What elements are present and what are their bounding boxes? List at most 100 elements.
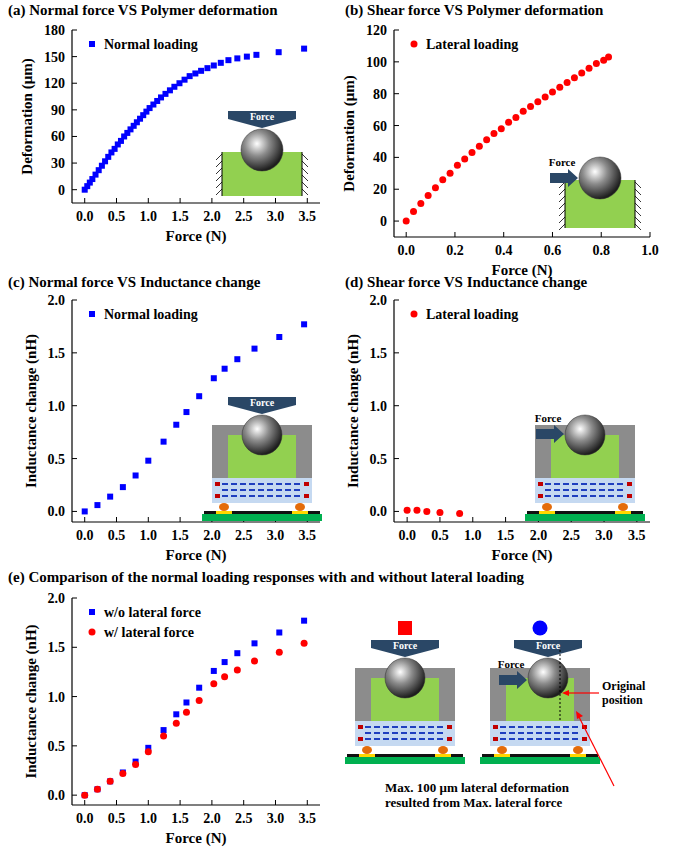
panel: (c) Normal force VS Inductance change0.0… xyxy=(8,274,322,564)
data-point xyxy=(413,507,420,514)
data-point xyxy=(210,680,217,687)
data-point xyxy=(498,125,505,132)
x-tick-label: 2.0 xyxy=(203,811,221,826)
coil xyxy=(365,732,445,734)
pad xyxy=(494,754,510,757)
legend-label: Normal loading xyxy=(104,37,198,52)
wall xyxy=(565,180,566,228)
y-tick-label: 1.0 xyxy=(48,690,66,705)
data-point xyxy=(423,508,430,515)
data-point xyxy=(252,346,258,352)
y-axis-title: Inductance change (nH) xyxy=(345,334,362,488)
x-tick xyxy=(84,517,85,522)
x-tick-label: 0.5 xyxy=(108,209,126,224)
data-point xyxy=(218,60,224,66)
pad xyxy=(615,511,631,514)
y-tick xyxy=(72,136,77,137)
y-tick-label: 2.0 xyxy=(48,591,66,606)
force-label: Force xyxy=(250,397,275,408)
coil xyxy=(222,489,302,491)
x-axis-title: Force (N) xyxy=(166,547,227,564)
x-tick-label: 1.5 xyxy=(171,811,189,826)
force-label: Force xyxy=(536,640,561,651)
via xyxy=(582,737,587,741)
data-point xyxy=(410,208,417,215)
x-tick xyxy=(211,800,212,805)
board xyxy=(345,757,465,764)
x-tick-label: 1.0 xyxy=(140,811,158,826)
x-axis-title: Force (N) xyxy=(166,228,227,245)
data-point xyxy=(432,184,439,191)
data-marks xyxy=(404,507,464,517)
x-tick-label: 0.0 xyxy=(76,811,94,826)
data-point xyxy=(161,727,167,733)
data-point xyxy=(107,494,113,500)
data-point xyxy=(132,761,139,768)
coil xyxy=(545,483,625,485)
pad xyxy=(570,754,586,757)
data-point xyxy=(505,119,512,126)
data-point xyxy=(483,136,490,143)
bump xyxy=(497,746,507,754)
y-axis-title: Deformation (μm) xyxy=(341,75,358,191)
x-tick-label: 1.0 xyxy=(140,528,158,543)
y-tick xyxy=(394,352,399,353)
panel: (b) Shear force VS Polymer deformation 0.… xyxy=(341,2,659,279)
data-point xyxy=(94,502,100,508)
legend-label: w/o lateral force xyxy=(104,605,201,620)
y-tick xyxy=(72,83,77,84)
data-point xyxy=(234,55,240,61)
x-axis xyxy=(72,804,320,805)
y-tick-label: 1.5 xyxy=(48,346,66,361)
ball xyxy=(579,157,621,199)
force-label: Force xyxy=(498,658,525,670)
data-point xyxy=(82,508,88,514)
via xyxy=(215,494,220,498)
x-tick-label: 1.5 xyxy=(171,209,189,224)
y-tick-label: 20 xyxy=(373,182,387,197)
x-tick-label: 0.0 xyxy=(76,209,94,224)
data-point xyxy=(160,733,167,740)
board-layer xyxy=(347,754,463,757)
x-tick-label: 2.0 xyxy=(203,209,221,224)
y-tick xyxy=(394,61,399,62)
y-tick xyxy=(72,352,77,353)
data-point xyxy=(454,162,461,169)
panel-title: (e) Comparison of the normal loading res… xyxy=(8,569,525,586)
via xyxy=(447,725,452,729)
board xyxy=(525,514,645,521)
y-tick xyxy=(72,458,77,459)
x-tick-label: 0.4 xyxy=(495,243,513,258)
ball xyxy=(242,415,282,455)
via xyxy=(358,725,363,729)
data-point xyxy=(145,458,151,464)
hatch xyxy=(635,189,641,195)
data-point xyxy=(436,509,443,516)
bump xyxy=(219,503,229,511)
data-point xyxy=(469,149,476,156)
force-arrow xyxy=(371,640,439,657)
data-marks xyxy=(403,54,612,225)
panel-title: (a) Normal force VS Polymer deformation xyxy=(8,2,278,19)
x-tick-label: 3.0 xyxy=(595,528,613,543)
y-tick-label: 40 xyxy=(373,150,387,165)
coil xyxy=(222,495,302,497)
y-tick-label: 2.0 xyxy=(48,293,66,308)
pad xyxy=(435,754,451,757)
y-axis xyxy=(71,30,72,203)
pad xyxy=(539,511,555,514)
annotation: Originalposition xyxy=(602,679,646,707)
data-point xyxy=(173,422,179,428)
y-tick xyxy=(72,189,77,190)
x-tick xyxy=(180,198,181,203)
data-point xyxy=(253,52,259,58)
x-tick-label: 1.5 xyxy=(171,528,189,543)
hatch xyxy=(559,203,565,209)
hatch xyxy=(302,168,308,174)
hatch xyxy=(216,168,222,174)
x-tick xyxy=(505,517,506,522)
x-tick-label: 0.0 xyxy=(397,243,415,258)
panel-title: (b) Shear force VS Polymer deformation xyxy=(345,2,604,19)
x-tick-label: 1.0 xyxy=(464,528,482,543)
hatch xyxy=(302,175,308,181)
